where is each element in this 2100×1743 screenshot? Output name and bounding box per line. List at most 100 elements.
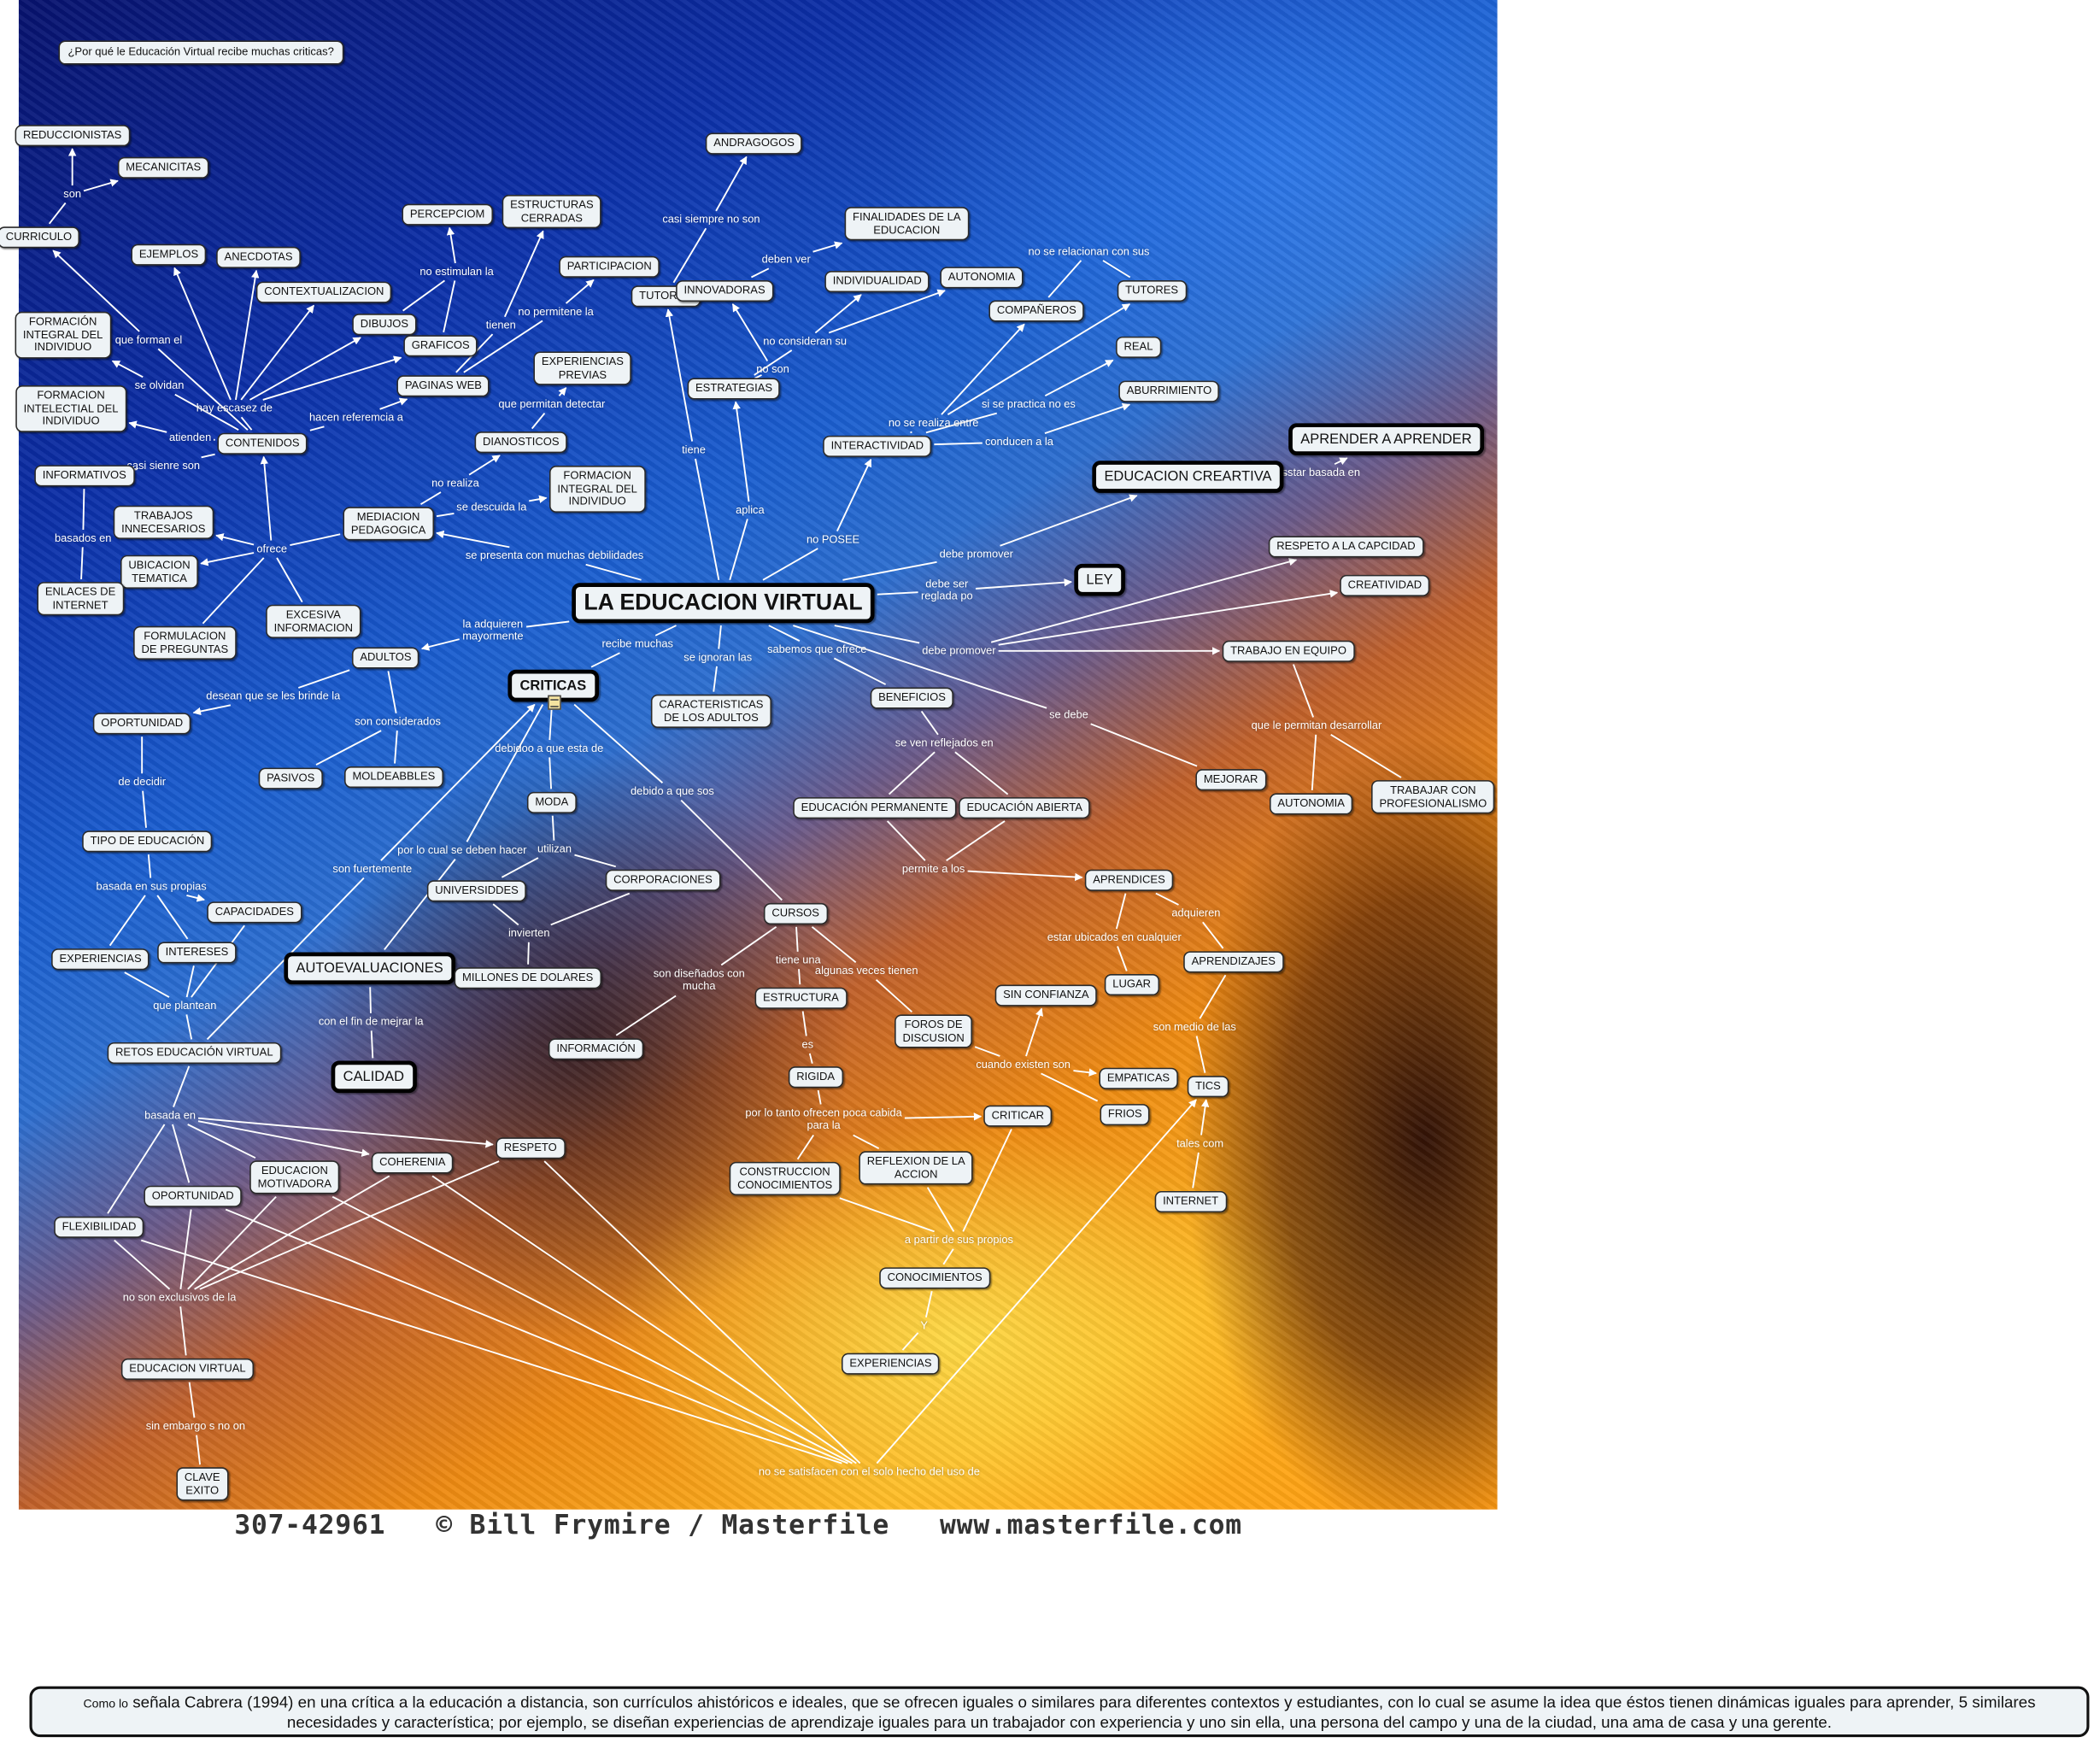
- concept-node[interactable]: TIPO DE EDUCACIÓN: [82, 830, 213, 852]
- concept-node[interactable]: SIN CONFIANZA: [994, 984, 1097, 1006]
- concept-node[interactable]: CRITICAR: [983, 1105, 1053, 1126]
- concept-node[interactable]: CURRICULO: [0, 226, 80, 248]
- concept-node[interactable]: MODA: [526, 791, 577, 813]
- concept-node[interactable]: MOLDEABBLES: [344, 766, 443, 788]
- concept-node[interactable]: APRENDICES: [1084, 869, 1174, 891]
- concept-node[interactable]: ADULTOS: [351, 647, 419, 668]
- concept-node[interactable]: APRENDER A APRENDER: [1288, 423, 1484, 456]
- central-concept[interactable]: LA EDUCACION VIRTUAL: [572, 583, 875, 623]
- concept-node[interactable]: ESTRATEGIAS: [687, 378, 781, 399]
- concept-node[interactable]: OPORTUNIDAD: [144, 1185, 243, 1207]
- concept-node[interactable]: MECANICITAS: [117, 156, 209, 179]
- concept-node[interactable]: TRABAJO EN EQUIPO: [1222, 640, 1355, 662]
- concept-node[interactable]: TICS: [1187, 1076, 1229, 1097]
- concept-node[interactable]: UNIVERSIDDES: [426, 880, 527, 901]
- concept-node[interactable]: CONTENIDOS: [217, 432, 308, 455]
- concept-node[interactable]: ANDRAGOGOS: [705, 132, 803, 154]
- concept-node[interactable]: EDUCACION MOTIVADORA: [249, 1160, 340, 1194]
- concept-node[interactable]: EDUCACIÓN PERMANENTE: [793, 797, 957, 819]
- concept-node[interactable]: EDUCACION CREARTIVA: [1092, 461, 1284, 493]
- concept-node[interactable]: TRABAJAR CON PROFESIONALISMO: [1371, 780, 1495, 814]
- concept-node[interactable]: FLEXIBILIDAD: [54, 1216, 144, 1238]
- concept-node[interactable]: LUGAR: [1104, 974, 1159, 995]
- concept-node[interactable]: LEY: [1074, 563, 1125, 596]
- linking-phrase: son diseñados con mucha: [653, 967, 745, 993]
- concept-node[interactable]: EXPERIENCIAS: [841, 1353, 940, 1374]
- concept-node[interactable]: PAGINAS WEB: [396, 375, 490, 396]
- concept-node[interactable]: COMPAÑEROS: [988, 300, 1085, 321]
- concept-node[interactable]: ANECDOTAS: [216, 246, 301, 268]
- concept-node[interactable]: FORMACION INTEGRAL DEL INDIVIDUO: [548, 466, 646, 513]
- concept-node[interactable]: CONSTRUCCION CONOCIMIENTOS: [729, 1161, 841, 1196]
- concept-node[interactable]: UBICACION TEMATICA: [120, 555, 199, 590]
- concept-node[interactable]: ENLACES DE INTERNET: [37, 582, 124, 616]
- concept-node[interactable]: REAL: [1116, 336, 1161, 358]
- concept-node[interactable]: MEDIACION PEDAGOGICA: [343, 507, 434, 541]
- concept-node[interactable]: FRIOS: [1100, 1104, 1151, 1125]
- connector-arrow: [731, 303, 769, 361]
- concept-node[interactable]: FORMACIÓN INTEGRAL DEL INDIVIDUO: [15, 311, 111, 359]
- concept-node[interactable]: CONOCIMIENTOS: [879, 1267, 991, 1288]
- concept-node[interactable]: CAPACIDADES: [207, 901, 302, 923]
- concept-node[interactable]: EXPERIENCIAS: [51, 948, 150, 970]
- concept-node[interactable]: FINALIDADES DE LA EDUCACION: [844, 207, 969, 241]
- linking-phrase: se descuida la: [456, 501, 527, 514]
- connector-line: [672, 227, 707, 284]
- concept-node[interactable]: RIGIDA: [788, 1066, 843, 1088]
- concept-node[interactable]: DIANOSTICOS: [474, 431, 568, 453]
- focus-question[interactable]: ¿Por qué le Educación Virtual recibe muc…: [58, 40, 343, 64]
- connector-arrow: [715, 156, 748, 212]
- concept-node[interactable]: RESPETO: [496, 1137, 566, 1159]
- concept-node[interactable]: PASIVOS: [258, 767, 323, 789]
- concept-node[interactable]: OPORTUNIDAD: [92, 713, 191, 734]
- connector-line: [1293, 664, 1315, 718]
- document-icon[interactable]: [548, 695, 561, 710]
- concept-node[interactable]: REDUCCIONISTAS: [15, 125, 130, 146]
- concept-node[interactable]: CONTEXTUALIZACION: [255, 281, 392, 302]
- concept-node[interactable]: AUTOEVALUACIONES: [284, 952, 455, 985]
- concept-node[interactable]: EJEMPLOS: [131, 244, 207, 266]
- concept-node[interactable]: ESTRUCTURA: [754, 987, 848, 1009]
- concept-node[interactable]: CREATIVIDAD: [1340, 574, 1430, 596]
- concept-node[interactable]: FOROS DE DISCUSION: [895, 1014, 973, 1048]
- concept-node[interactable]: EMPATICAS: [1099, 1067, 1178, 1089]
- concept-node[interactable]: COHERENIA: [371, 1152, 454, 1173]
- concept-node[interactable]: CARACTERISTICAS DE LOS ADULTOS: [650, 694, 771, 729]
- concept-node[interactable]: APRENDIZAJES: [1183, 951, 1284, 972]
- concept-node[interactable]: TUTORES: [1117, 279, 1187, 302]
- concept-node[interactable]: INFORMACIÓN: [548, 1038, 644, 1059]
- concept-node[interactable]: EDUCACIÓN ABIERTA: [959, 797, 1091, 819]
- linking-phrase: son: [63, 187, 81, 201]
- concept-node[interactable]: RETOS EDUCACIÓN VIRTUAL: [107, 1042, 281, 1064]
- concept-node[interactable]: INFORMATIVOS: [34, 465, 135, 486]
- concept-node[interactable]: REFLEXION DE LA ACCION: [859, 1151, 974, 1185]
- concept-node[interactable]: AUTONOMIA: [1270, 793, 1353, 814]
- concept-node[interactable]: EXCESIVA INFORMACION: [266, 604, 361, 639]
- concept-node[interactable]: INDIVIDUALIDAD: [824, 271, 930, 292]
- concept-node[interactable]: INTERESES: [157, 942, 237, 963]
- concept-node[interactable]: MEJORAR: [1195, 769, 1266, 790]
- concept-node[interactable]: INNOVADORAS: [676, 279, 774, 302]
- concept-node[interactable]: EXPERIENCIAS PREVIAS: [533, 351, 632, 385]
- concept-node[interactable]: INTERNET: [1154, 1190, 1227, 1212]
- concept-node[interactable]: CLAVE EXITO: [176, 1467, 228, 1501]
- concept-node[interactable]: FORMACION INTELECTIAL DEL INDIVIDUO: [15, 385, 126, 432]
- concept-node[interactable]: AUTONOMIA: [940, 267, 1024, 288]
- concept-node[interactable]: TRABAJOS INNECESARIOS: [113, 505, 214, 540]
- concept-node[interactable]: INTERACTIVIDAD: [823, 435, 932, 457]
- concept-node[interactable]: PARTICIPACION: [559, 255, 660, 278]
- concept-node[interactable]: ESTRUCTURAS CERRADAS: [502, 195, 602, 229]
- concept-node[interactable]: GRAFICOS: [403, 335, 478, 356]
- concept-node[interactable]: EDUCACION VIRTUAL: [120, 1358, 255, 1380]
- concept-node[interactable]: PERCEPCIOM: [402, 203, 493, 225]
- concept-node[interactable]: ABURRIMIENTO: [1118, 380, 1220, 402]
- concept-node[interactable]: CORPORACIONES: [605, 869, 721, 891]
- concept-node[interactable]: RESPETO A LA CAPCIDAD: [1268, 536, 1424, 557]
- concept-node[interactable]: BENEFICIOS: [870, 687, 954, 708]
- concept-node[interactable]: CALIDAD: [331, 1060, 417, 1094]
- concept-node[interactable]: MILLONES DE DOLARES: [454, 967, 601, 989]
- concept-node[interactable]: CURSOS: [763, 902, 828, 924]
- linking-phrase: tales com: [1176, 1137, 1224, 1150]
- concept-node[interactable]: DIBUJOS: [352, 314, 417, 335]
- concept-node[interactable]: FORMULACION DE PREGUNTAS: [133, 625, 237, 660]
